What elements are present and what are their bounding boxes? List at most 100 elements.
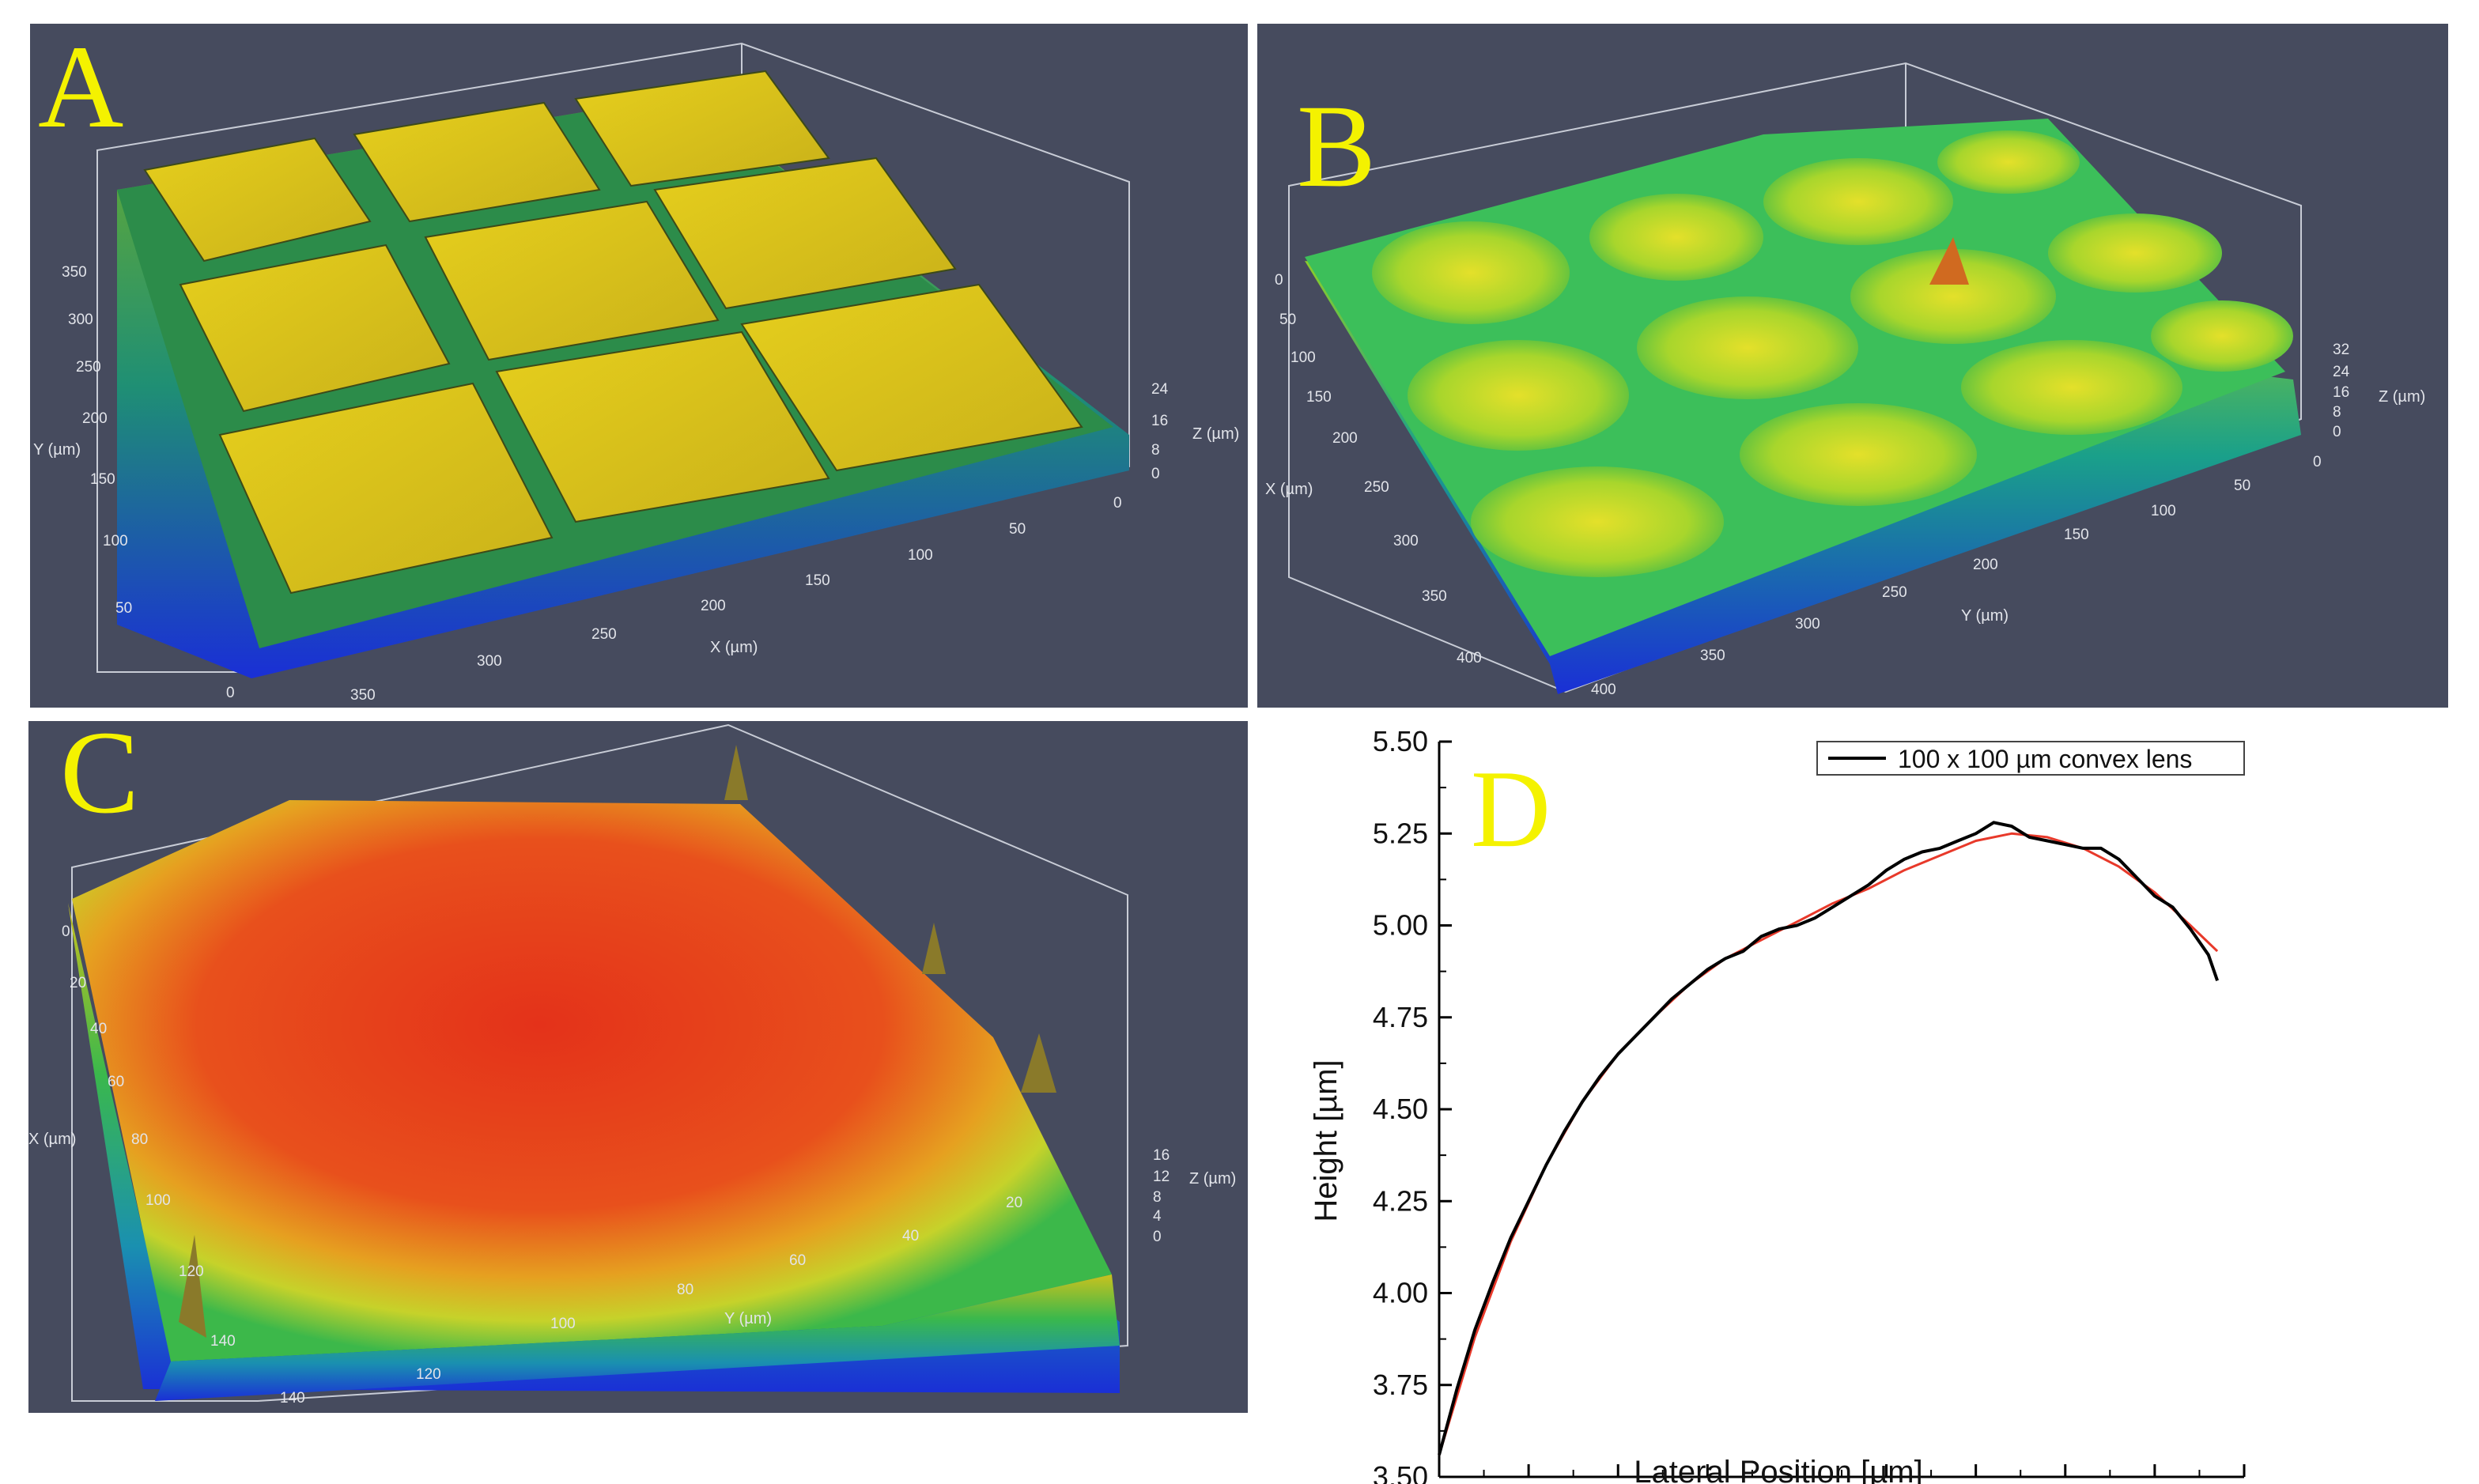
panel-b-y-ticks: 400 350 300 250 200 150 100 50 0	[1591, 454, 2322, 698]
panel-d-letter: D	[1471, 748, 1551, 870]
panel-c-y-tick: 120	[416, 1366, 441, 1383]
panel-b-z-ticks: 32 24 16 8 0	[2333, 342, 2350, 440]
panel-a-z-label: Z (µm)	[1192, 425, 1239, 443]
panel-c-z-label: Z (µm)	[1189, 1170, 1236, 1188]
panel-a-x-ticks: 350 300 250 200 150 100 50 0	[350, 495, 1122, 704]
y-tick-label: 3.75	[1373, 1369, 1428, 1401]
y-tick-label: 4.50	[1373, 1093, 1428, 1125]
panel-c-x-tick: 40	[90, 1021, 107, 1037]
panel-c-top-surface	[72, 800, 1112, 1361]
panel-a-z-ticks: 24 16 8 0	[1151, 381, 1169, 482]
panel-c-x-tick: 140	[210, 1333, 236, 1350]
panel-c-bounding-box	[71, 723, 1128, 1402]
panel-a-y-tick: 50	[115, 600, 132, 617]
x-tick-label: 25	[1781, 1481, 1812, 1484]
y-tick-label: 4.00	[1373, 1277, 1428, 1309]
panel-b-surface-plot: B X (µm) 0 50 100 150 200 250 300 350 40…	[1257, 24, 2448, 708]
panel-a-x-tick: 300	[477, 653, 502, 670]
y-tick-label: 5.00	[1373, 909, 1428, 942]
panel-c-x-label: X (µm)	[28, 1131, 76, 1148]
panel-b-y-tick: 100	[2151, 503, 2176, 519]
panel-a-z-tick: 8	[1151, 442, 1160, 459]
panel-a-x-label: X (µm)	[710, 639, 758, 656]
panel-b-svg: B X (µm) 0 50 100 150 200 250 300 350 40…	[1265, 62, 2425, 698]
panel-b-z-tick: 16	[2333, 384, 2349, 401]
x-tick-label: 40	[2050, 1481, 2081, 1484]
x-tick-label: 50	[2228, 1481, 2260, 1484]
panel-b-x-tick: 200	[1332, 430, 1358, 447]
chart-series	[1438, 821, 2219, 1456]
panel-d-line-chart: D 5 10 15 20 25 30 35 40 45 50 3.50 3.75 4.00 4.25 4.5…	[1249, 712, 2479, 1484]
chart-legend: 100 x 100 µm convex lens	[1816, 741, 2245, 776]
panel-b-y-tick: 0	[2313, 454, 2322, 470]
y-tick-label: 3.50	[1373, 1460, 1428, 1484]
panel-b-y-tick: 200	[1973, 557, 1998, 573]
panel-c-z-ticks: 16 12 8 4 0	[1153, 1147, 1170, 1245]
panel-c-x-tick: 20	[70, 975, 86, 991]
x-tick-label: 30	[1871, 1481, 1903, 1484]
panel-b-x-tick: 50	[1279, 312, 1296, 328]
panel-b-bumps	[1372, 130, 2293, 577]
panel-a-pillars	[143, 70, 1083, 595]
panel-b-y-tick: 300	[1795, 616, 1820, 632]
panel-c-surface-plot: C X (µm) 0 20 40 60 80 100 120 140 Y (µm…	[28, 721, 1248, 1413]
panel-b-x-ticks: 0 50 100 150 200 250 300 350 400	[1275, 272, 1482, 666]
panel-a-x-tick: 0	[1113, 495, 1122, 512]
chart-x-label: Lateral Position [µm]	[1634, 1455, 1922, 1484]
panel-a-y-tick: 150	[90, 471, 115, 488]
panel-b-letter: B	[1297, 81, 1376, 212]
panel-a-z-tick: 0	[1151, 466, 1160, 482]
series-line-lens	[1438, 821, 2219, 1456]
panel-c-y-tick: 140	[280, 1390, 305, 1407]
panel-a-letter: A	[38, 24, 123, 153]
panel-c-z-tick: 12	[1153, 1169, 1170, 1185]
panel-b-z-label: Z (µm)	[2379, 388, 2425, 406]
panel-b-y-tick: 400	[1591, 682, 1616, 698]
panel-b-y-tick: 150	[2064, 527, 2089, 543]
panel-c-z-tick: 8	[1153, 1189, 1162, 1206]
panel-a-x-tick: 350	[350, 687, 376, 704]
panel-a-y-tick: 250	[76, 359, 101, 376]
legend-box	[1816, 741, 2245, 776]
panel-a-y-ticks: 350 300 250 200 150 100 50 0	[62, 264, 235, 701]
panel-b-x-label: X (µm)	[1265, 481, 1313, 498]
panel-b-z-tick: 0	[2333, 424, 2341, 440]
panel-c-y-tick: 60	[789, 1252, 806, 1269]
y-tick-label: 4.25	[1373, 1184, 1428, 1217]
x-tick-label: 5	[1431, 1481, 1447, 1484]
panel-c-y-tick: 40	[902, 1228, 919, 1244]
x-tick-label: 15	[1602, 1481, 1634, 1484]
panel-a-surface-plot: A Y (µm) 350 300 250 200 150 100 50 0 X …	[30, 24, 1248, 708]
x-tick-label: 20	[1691, 1481, 1723, 1484]
panel-c-letter: C	[60, 721, 139, 838]
panel-d-svg: D 5 10 15 20 25 30 35 40 45 50 3.50 3.75 4.00 4.25 4.5…	[1309, 725, 2260, 1484]
legend-label: 100 x 100 µm convex lens	[1898, 745, 2192, 773]
panel-a-x-tick: 50	[1009, 521, 1026, 538]
panel-a-x-tick: 250	[591, 626, 617, 643]
chart-axes: 5 10 15 20 25 30 35 40 45 50 3.50 3.75 4.00 4.25 4.50 4…	[1373, 725, 2260, 1484]
panel-a-z-tick: 16	[1151, 413, 1168, 429]
panel-b-x-tick: 150	[1306, 389, 1332, 406]
panel-c-y-ticks: 140 120 100 80 60 40 20	[280, 1195, 1022, 1407]
panel-b-x-tick: 350	[1422, 588, 1447, 605]
panel-b-x-tick: 400	[1457, 650, 1482, 666]
x-tick-label: 35	[1960, 1481, 1992, 1484]
panel-c-x-tick: 120	[179, 1263, 204, 1280]
panel-b-y-tick: 350	[1700, 648, 1725, 664]
panel-c-spikes	[179, 745, 1056, 1338]
panel-c-z-tick: 4	[1153, 1208, 1162, 1225]
panel-a-y-tick: 350	[62, 264, 87, 281]
panel-b-y-tick: 250	[1882, 584, 1907, 601]
panel-c-z-tick: 16	[1153, 1147, 1170, 1164]
panel-b-z-tick: 24	[2333, 364, 2350, 380]
panel-c-y-tick: 80	[677, 1282, 693, 1298]
panel-a-z-tick: 24	[1151, 381, 1169, 398]
panel-c-y-tick: 20	[1006, 1195, 1022, 1211]
y-tick-label: 4.75	[1373, 1001, 1428, 1033]
y-tick-label: 5.25	[1373, 817, 1428, 849]
panel-a-x-tick: 200	[701, 598, 726, 614]
x-tick-label: 10	[1513, 1481, 1544, 1484]
panel-c-x-ticks: 0 20 40 60 80 100 120 140	[62, 923, 236, 1350]
panel-c-y-tick: 100	[550, 1316, 576, 1332]
panel-c-front-wall	[155, 1274, 1120, 1401]
